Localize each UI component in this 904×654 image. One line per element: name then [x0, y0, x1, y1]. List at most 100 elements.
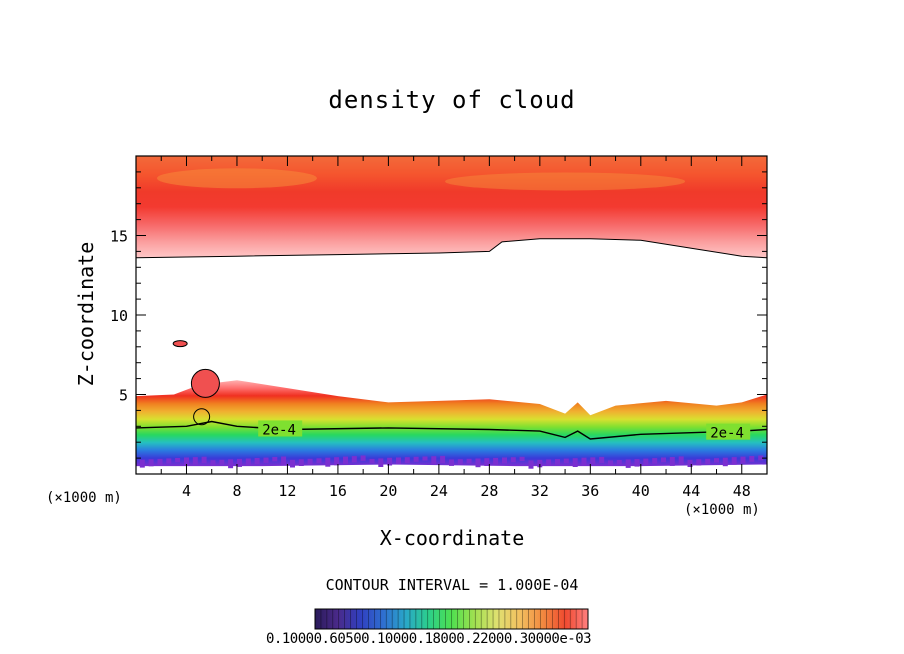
lower-cloud-base-speck — [440, 455, 446, 464]
lower-cloud-base-speck — [404, 457, 410, 464]
y-axis-label: Z-coordinate — [74, 241, 98, 387]
lower-cloud-base-speck — [254, 458, 260, 465]
lower-cloud-base-speck — [148, 459, 154, 467]
x-tick-label: 20 — [379, 482, 397, 500]
lower-cloud-base-speck — [369, 458, 375, 464]
x-tick-label: 24 — [430, 482, 448, 500]
lower-cloud-layer — [136, 380, 767, 467]
lower-cloud-base-speck — [360, 455, 366, 461]
lower-cloud-base-speck — [298, 459, 304, 466]
convective-plume-fragment — [172, 340, 188, 348]
lower-cloud-base-speck — [740, 456, 746, 464]
lower-cloud-base-speck — [555, 459, 560, 465]
contour-interval-text: CONTOUR INTERVAL = 1.000E-04 — [325, 576, 579, 594]
lower-cloud-base-speck — [219, 459, 225, 465]
lower-cloud-base-speck — [387, 457, 393, 466]
lower-cloud-base-speck — [634, 459, 640, 467]
lower-cloud-base-speck — [201, 456, 207, 464]
lower-cloud-base-speck — [546, 459, 552, 466]
lower-cloud-base-speck — [378, 458, 384, 467]
upper-cloud-streak — [156, 168, 317, 189]
lower-cloud-base-speck — [669, 457, 675, 466]
y-tick-label: 5 — [119, 387, 128, 405]
lower-cloud-base-speck — [210, 460, 216, 466]
lower-cloud-base-speck — [245, 458, 251, 466]
lower-cloud-base-speck — [192, 457, 198, 465]
colorbar-tick-labels: 0.10000.60500.10000.18000.22000.30000e-0… — [266, 631, 592, 647]
lower-cloud-base-speck — [599, 456, 605, 463]
lower-cloud-base-speck — [237, 458, 242, 467]
lower-cloud-base-speck — [687, 459, 693, 467]
lower-cloud-base-speck — [572, 458, 578, 467]
x-unit-label-left: (×1000 m) — [46, 490, 122, 506]
x-tick-label: 28 — [480, 482, 498, 500]
lower-cloud-base-speck — [139, 459, 145, 468]
lower-cloud-base-speck — [263, 457, 269, 463]
lower-cloud-base-speck — [228, 459, 234, 469]
lower-cloud-base-speck — [510, 457, 516, 463]
lower-cloud-base-speck — [608, 460, 613, 466]
plot-field: 2e-4 2e-4 — [136, 156, 767, 469]
x-tick-label: 36 — [581, 482, 599, 500]
lower-cloud-base-speck — [731, 457, 737, 465]
lower-cloud-base-speck — [696, 459, 702, 466]
lower-cloud-base-speck — [413, 456, 419, 462]
x-unit-label-right: (×1000 m) — [684, 502, 760, 518]
lower-cloud-base-speck — [502, 457, 507, 464]
lower-cloud-base-speck — [705, 458, 711, 465]
lower-cloud-base-speck — [581, 457, 587, 466]
lower-cloud-base-speck — [661, 457, 666, 463]
lower-cloud-base-speck — [625, 459, 631, 468]
lower-cloud-base-speck — [422, 456, 428, 461]
lower-cloud-base-speck — [722, 457, 728, 467]
lower-cloud-base-speck — [334, 457, 340, 466]
lower-cloud-base-speck — [431, 456, 437, 465]
lower-cloud-base-speck — [749, 456, 755, 462]
x-tick-label: 4 — [182, 482, 191, 500]
lower-cloud-base-speck — [643, 458, 649, 466]
lower-cloud-base-speck — [758, 455, 764, 461]
lower-cloud-base-speck — [272, 457, 278, 462]
lower-cloud-base-speck — [678, 456, 684, 465]
lower-cloud-base-speck — [449, 459, 454, 466]
lower-cloud-base-speck — [563, 458, 569, 464]
lower-cloud-base-speck — [157, 458, 163, 465]
x-tick-label: 16 — [329, 482, 347, 500]
lower-cloud-base-speck — [396, 457, 401, 465]
contour-label: 2e-4 — [262, 422, 296, 438]
contour-label: 2e-4 — [710, 426, 744, 442]
lower-cloud-base-speck — [537, 459, 543, 468]
lower-cloud-base-speck — [325, 457, 331, 467]
lower-cloud-base-speck — [307, 458, 313, 465]
lower-cloud-base-speck — [290, 459, 295, 468]
lower-cloud-base-speck — [493, 457, 499, 465]
x-tick-label: 44 — [682, 482, 700, 500]
lower-cloud-base-speck — [343, 456, 348, 464]
x-tick-label: 8 — [232, 482, 241, 500]
lower-cloud-base-speck — [484, 458, 490, 466]
lower-cloud-base-speck — [519, 456, 525, 461]
lower-cloud-base-speck — [466, 458, 472, 464]
lower-cloud-base-speck — [351, 456, 357, 463]
y-tick-label: 15 — [110, 228, 128, 246]
lower-cloud-base-speck — [184, 457, 189, 466]
lower-cloud-base-speck — [590, 457, 596, 465]
lower-cloud-base-speck — [528, 460, 534, 469]
contour-label-bg — [258, 420, 303, 437]
lower-cloud-base-speck — [616, 460, 622, 465]
y-tick-label: 10 — [110, 307, 128, 325]
lower-cloud-base-speck — [175, 458, 181, 463]
convective-contour — [193, 408, 211, 426]
lower-cloud-base-speck — [166, 458, 172, 464]
upper-cloud-contour — [136, 238, 767, 259]
contour-line-2e-4 — [136, 420, 767, 440]
lower-cloud-base-speck — [475, 458, 481, 468]
x-axis-label: X-coordinate — [379, 526, 525, 550]
contour-label-bg — [706, 423, 751, 440]
lower-cloud-base-speck — [316, 458, 322, 464]
x-tick-label: 12 — [278, 482, 296, 500]
lower-cloud-base-speck — [714, 458, 719, 463]
x-tick-label: 48 — [733, 482, 751, 500]
